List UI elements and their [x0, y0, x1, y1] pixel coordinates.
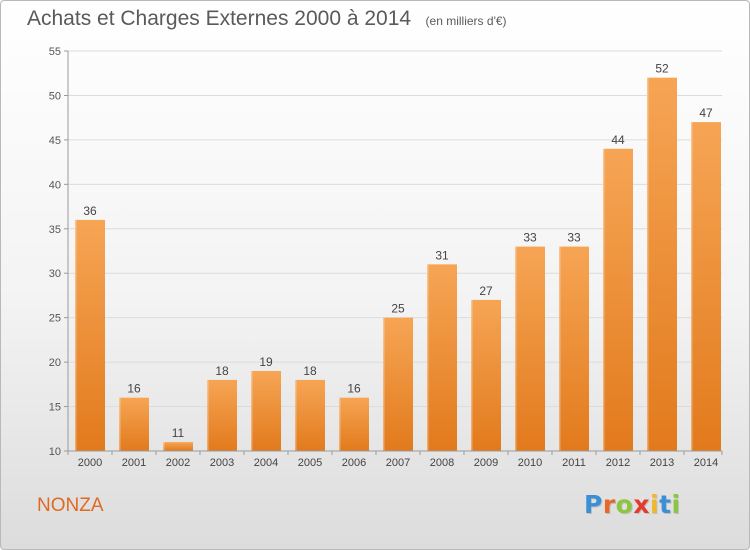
x-tick-label: 2008 [430, 457, 454, 469]
x-tick-label: 2001 [122, 457, 146, 469]
x-tick-label: 2012 [606, 457, 630, 469]
bar-2013 [647, 77, 677, 452]
x-tick-label: 2005 [298, 457, 322, 469]
brand-letter: r [602, 490, 616, 519]
chart-title: Achats et Charges Externes 2000 à 2014 [27, 7, 412, 30]
brand-letter: o [615, 490, 634, 519]
brand-letter: i [671, 490, 681, 519]
bar-2014 [691, 122, 721, 451]
bar-highlight [647, 77, 649, 452]
bar-value-label: 52 [655, 62, 669, 76]
x-tick-label: 2013 [650, 457, 674, 469]
x-tick-label: 2002 [166, 457, 190, 469]
y-tick-label: 55 [49, 46, 61, 58]
bar-highlight [163, 442, 165, 451]
brand-logo: Proxiti [584, 490, 681, 519]
bar-value-label: 19 [259, 355, 273, 369]
x-tick-label: 2006 [342, 457, 366, 469]
bar-2010 [515, 246, 545, 451]
y-tick-label: 35 [49, 224, 61, 236]
bar-highlight [251, 371, 253, 451]
bar-2004 [251, 371, 281, 451]
bar-2009 [471, 299, 501, 451]
bar-2008 [427, 264, 457, 451]
y-tick-label: 40 [49, 179, 61, 191]
bar-value-label: 31 [435, 248, 449, 262]
bar-value-label: 33 [567, 231, 581, 245]
bar-value-label: 18 [303, 364, 317, 378]
x-tick-label: 2003 [210, 457, 234, 469]
y-tick-label: 25 [49, 313, 61, 325]
bar-highlight [471, 299, 473, 451]
x-tick-label: 2007 [386, 457, 410, 469]
x-tick-label: 2009 [474, 457, 498, 469]
commune-name: NONZA [37, 495, 104, 516]
bar-highlight [559, 246, 561, 451]
bar-highlight [383, 317, 385, 451]
bar-highlight [75, 219, 77, 451]
bar-value-label: 18 [215, 364, 229, 378]
bar-highlight [339, 397, 341, 451]
bar-2006 [339, 397, 369, 451]
bar-highlight [691, 122, 693, 451]
brand-letter: t [659, 490, 672, 519]
bar-highlight [207, 379, 209, 451]
bar-value-label: 36 [83, 204, 97, 218]
brand-letter: x [633, 490, 650, 519]
bar-value-label: 33 [523, 231, 537, 245]
title-row: Achats et Charges Externes 2000 à 2014 (… [27, 7, 507, 31]
bar-value-label: 44 [611, 133, 625, 147]
x-tick-label: 2004 [254, 457, 278, 469]
bar-highlight [427, 264, 429, 451]
bar-value-label: 11 [172, 426, 185, 440]
bar-2002 [163, 442, 193, 451]
bar-value-label: 27 [479, 284, 493, 298]
bar-value-label: 16 [347, 382, 361, 396]
y-tick-label: 30 [49, 268, 61, 280]
axes: 10 15 20 25 30 35 40 45 50 55 2000 2001 2002 2003 2004… [49, 46, 723, 469]
y-tick-label: 45 [49, 135, 61, 147]
bar-2005 [295, 379, 325, 451]
x-tick-label: 2000 [78, 457, 102, 469]
bar-2012 [603, 148, 633, 451]
brand-letter: P [584, 490, 603, 519]
y-tick-label: 10 [49, 446, 61, 458]
bar-highlight [295, 379, 297, 451]
bar-2000 [75, 219, 105, 451]
bar-value-label: 25 [391, 302, 405, 316]
brand-letter: i [650, 490, 660, 519]
bar-value-label: 47 [699, 106, 713, 120]
y-tick-label: 50 [49, 90, 61, 102]
bar-value-label: 16 [127, 382, 141, 396]
bar-highlight [603, 148, 605, 451]
x-tick-label: 2014 [694, 457, 718, 469]
bar-2001 [119, 397, 149, 451]
bar-2003 [207, 379, 237, 451]
y-tick-label: 15 [49, 402, 61, 414]
x-tick-label: 2010 [518, 457, 542, 469]
bar-2007 [383, 317, 413, 451]
x-tick-label: 2011 [562, 457, 586, 469]
y-tick-label: 20 [49, 357, 61, 369]
chart-subtitle: (en milliers d'€) [425, 14, 507, 28]
bar-highlight [515, 246, 517, 451]
bar-2011 [559, 246, 589, 451]
bars: 36 16 11 18 19 18 16 25 31 27 33 33 44 52 47 [75, 62, 721, 452]
bar-highlight [119, 397, 121, 451]
